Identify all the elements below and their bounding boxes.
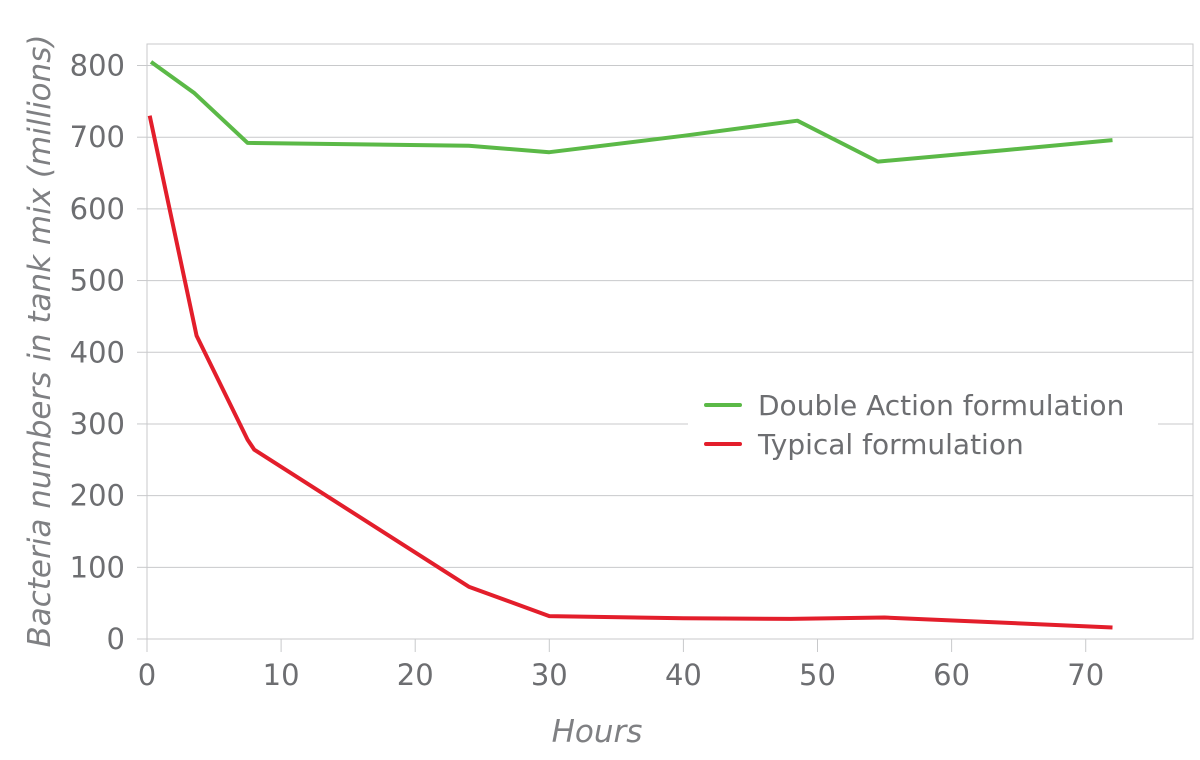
y-tick-label: 500 bbox=[70, 264, 125, 298]
legend: Double Action formulation Typical formul… bbox=[688, 380, 1158, 470]
series-line-typical bbox=[147, 115, 1113, 630]
legend-label-typical: Typical formulation bbox=[757, 428, 1024, 461]
y-tick-label: 300 bbox=[70, 407, 125, 441]
y-tick-label: 800 bbox=[70, 49, 125, 83]
x-tick-label: 50 bbox=[799, 658, 836, 692]
gridlines bbox=[137, 65, 1193, 652]
legend-label-double-action: Double Action formulation bbox=[758, 389, 1124, 422]
plot-frame bbox=[146, 43, 1194, 640]
series-line-double-action bbox=[149, 60, 1113, 164]
y-tick-label: 700 bbox=[70, 120, 125, 154]
x-tick-label: 70 bbox=[1067, 658, 1104, 692]
y-tick-label: 100 bbox=[70, 550, 125, 584]
legend-background bbox=[688, 380, 1158, 470]
y-tick-label: 0 bbox=[107, 622, 125, 656]
y-tick-label: 400 bbox=[70, 335, 125, 369]
y-tick-label: 200 bbox=[70, 479, 125, 513]
x-tick-label: 0 bbox=[138, 658, 156, 692]
tick-labels: 0 100 200 300 400 500 600 700 800 0 10 20 30 40 50 60 70 bbox=[70, 49, 1105, 692]
x-tick-label: 10 bbox=[263, 658, 300, 692]
x-tick-label: 30 bbox=[531, 658, 568, 692]
x-tick-label: 60 bbox=[933, 658, 970, 692]
series-lines bbox=[147, 60, 1113, 630]
y-tick-label: 600 bbox=[70, 192, 125, 226]
x-tick-label: 40 bbox=[665, 658, 702, 692]
x-tick-label: 20 bbox=[397, 658, 434, 692]
y-axis-title: Bacteria numbers in tank mix (millions) bbox=[22, 34, 58, 647]
x-axis-title: Hours bbox=[552, 714, 643, 750]
